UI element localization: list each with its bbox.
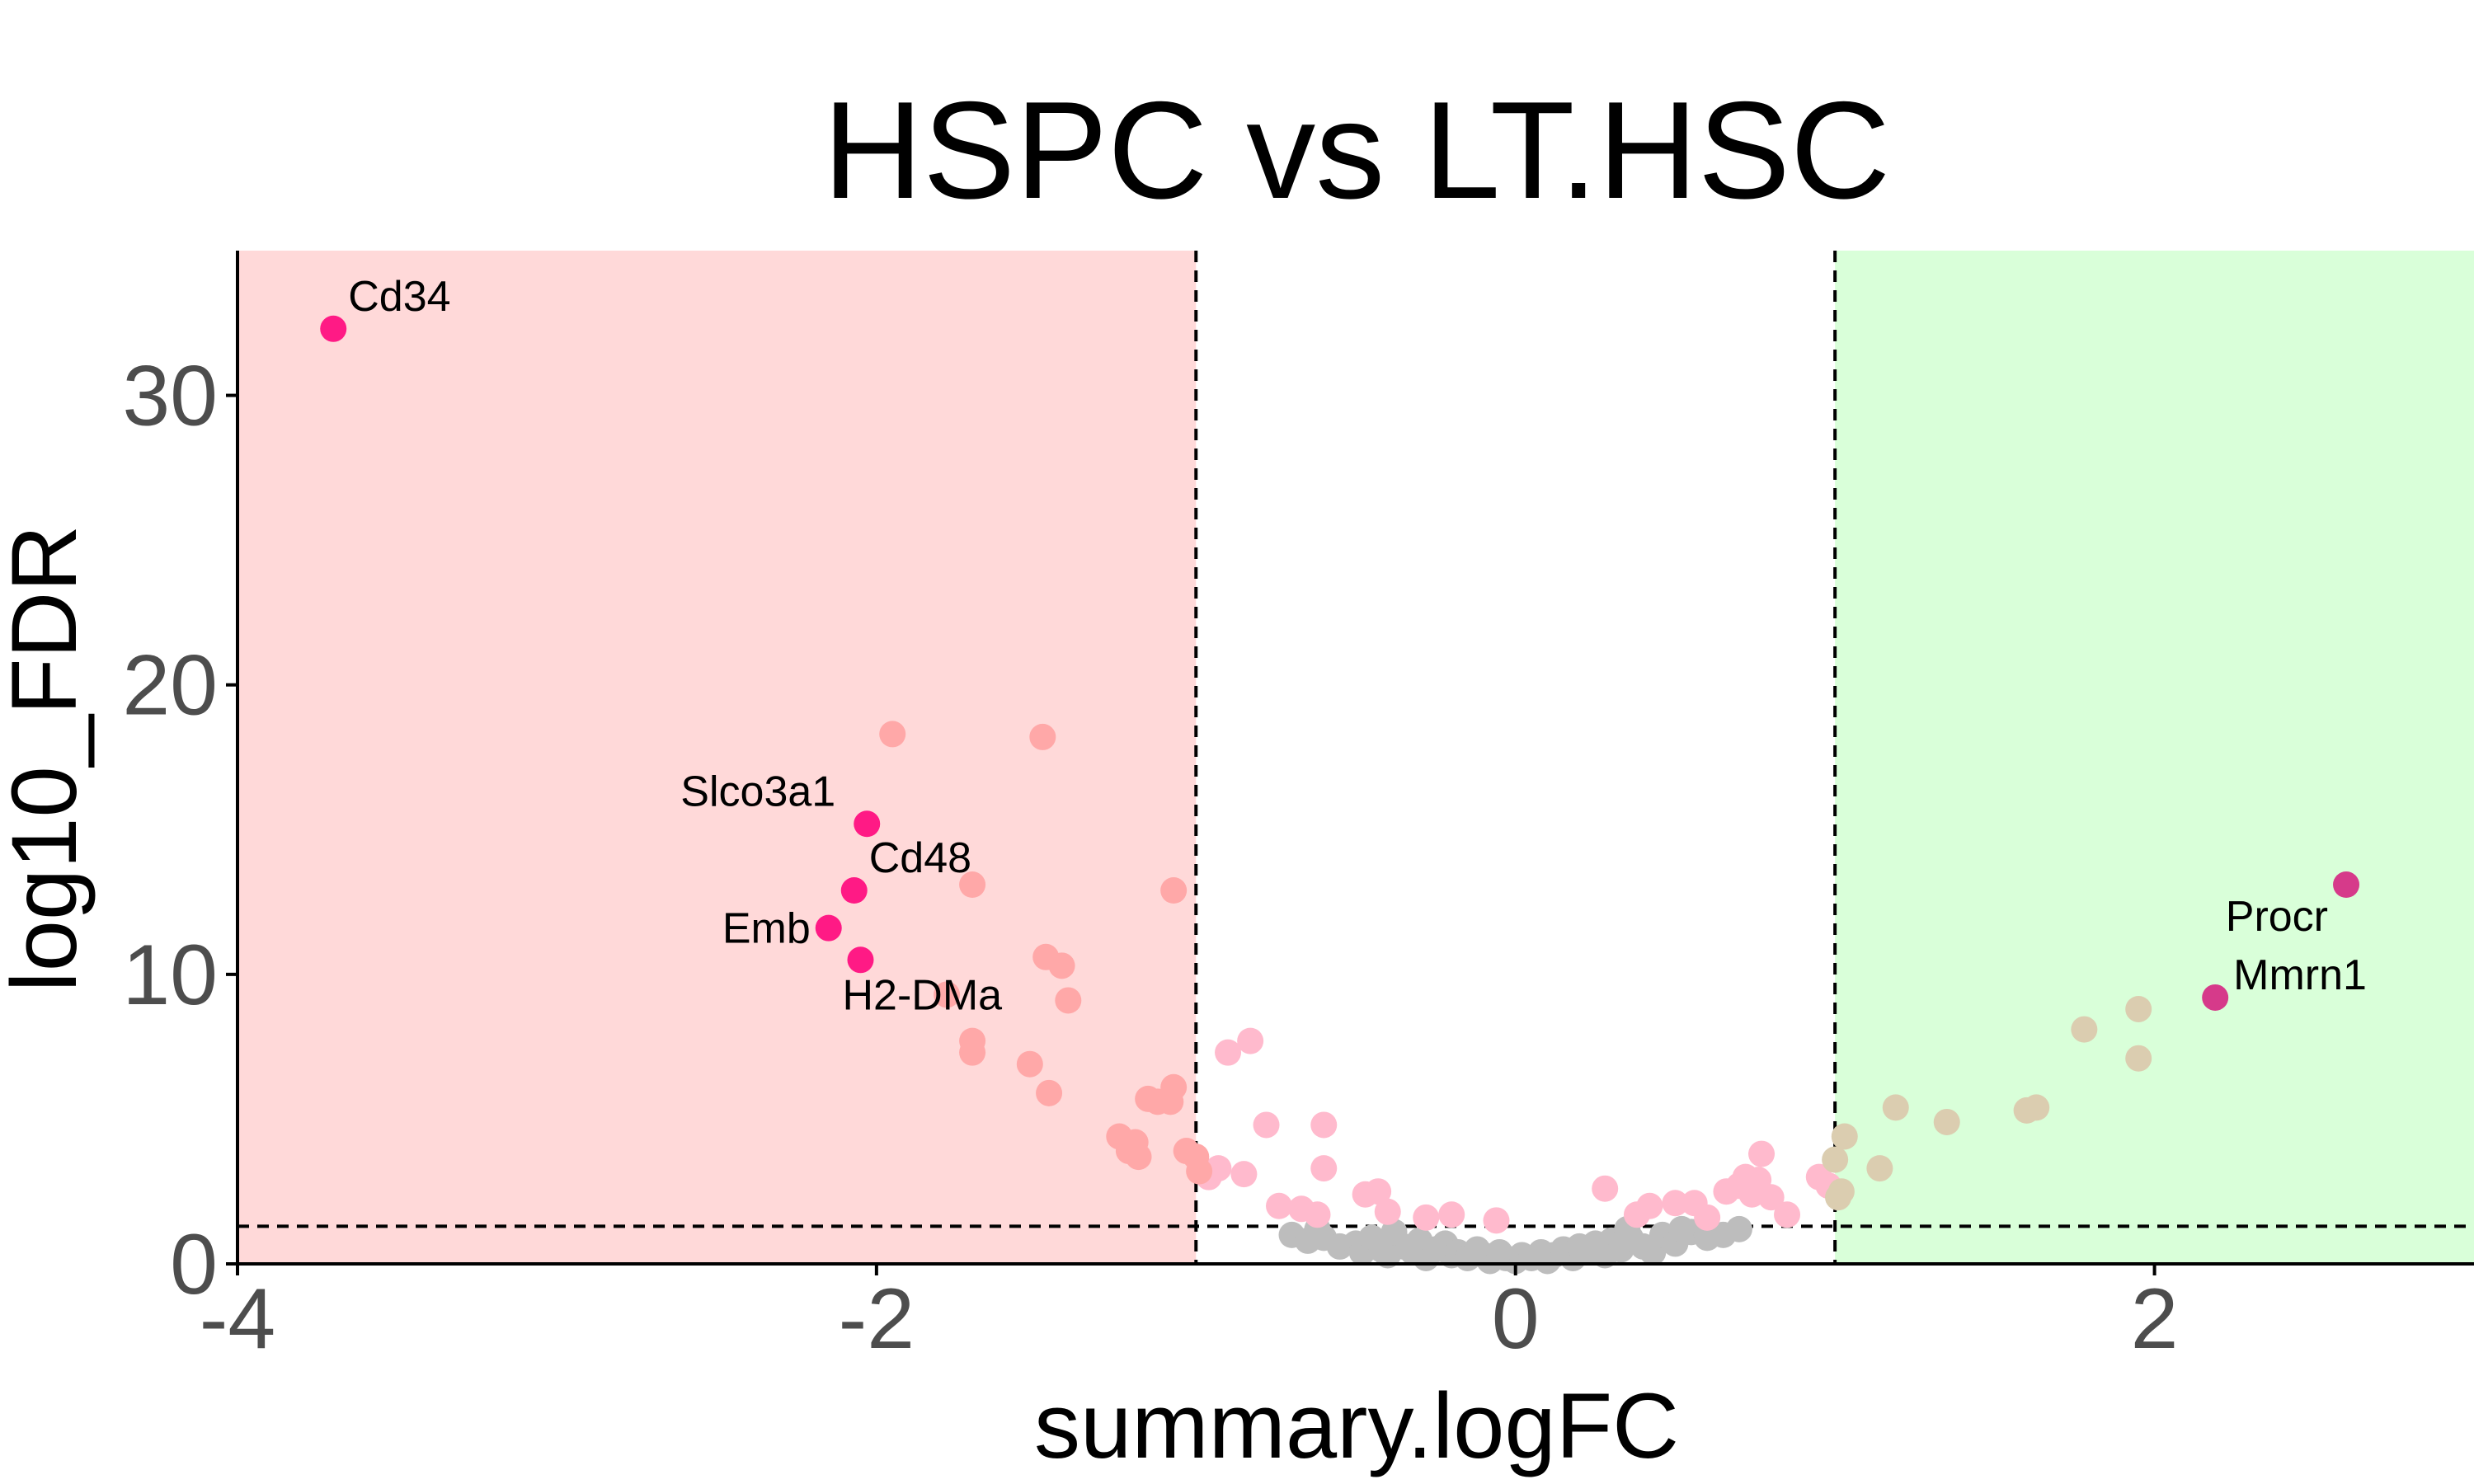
shaded-region-0 bbox=[238, 251, 1197, 1264]
data-point-sig_down-9 bbox=[959, 1039, 986, 1066]
data-point-sig_mid-6 bbox=[1310, 1111, 1338, 1139]
data-point-sig_mid-5 bbox=[1253, 1111, 1280, 1139]
gene-label-mmrn1: Mmrn1 bbox=[2233, 951, 2367, 999]
data-point-sig_down-3 bbox=[959, 871, 986, 899]
highlighted-point-emb bbox=[815, 914, 842, 942]
data-point-sig_mid-13 bbox=[1374, 1198, 1401, 1225]
data-point-sig_mid-2 bbox=[1215, 1039, 1242, 1066]
highlighted-point-cd34 bbox=[320, 315, 347, 342]
data-point-sig_mid-8 bbox=[1266, 1192, 1293, 1219]
y-axis-title: log10_FDR bbox=[0, 525, 96, 993]
data-point-sig_up-9 bbox=[2071, 1016, 2098, 1043]
highlighted-point-cd48 bbox=[840, 877, 868, 904]
highlighted-point-slco3a1 bbox=[854, 810, 881, 838]
shaded-region-1 bbox=[1835, 251, 2474, 1264]
x-tick-label: -4 bbox=[200, 1271, 275, 1367]
x-tick-label: -2 bbox=[839, 1271, 915, 1367]
y-tick-label: 30 bbox=[122, 349, 218, 444]
data-point-sig_down-10 bbox=[1016, 1050, 1043, 1078]
data-point-sig_up-8 bbox=[2023, 1094, 2050, 1121]
x-axis-title: summary.logFC bbox=[1034, 1374, 1679, 1477]
data-point-sig_up-1 bbox=[1822, 1146, 1849, 1173]
data-point-sig_down-19 bbox=[1125, 1144, 1152, 1171]
data-point-sig_down-11 bbox=[1036, 1079, 1063, 1106]
data-point-sig_up-6 bbox=[1933, 1108, 1960, 1135]
data-point-sig_down-22 bbox=[1186, 1158, 1213, 1185]
y-tick-label: 0 bbox=[170, 1217, 218, 1313]
highlighted-point-h2-dma bbox=[847, 946, 874, 974]
data-point-sig_mid-30 bbox=[1774, 1201, 1801, 1228]
data-point-sig_mid-20 bbox=[1662, 1190, 1689, 1217]
data-point-sig_down-15 bbox=[1144, 1088, 1171, 1115]
data-point-sig_up-5 bbox=[1882, 1094, 1909, 1121]
data-point-sig_down-6 bbox=[1055, 987, 1082, 1014]
data-point-sig_down-1 bbox=[1029, 723, 1056, 750]
data-point-sig_mid-17 bbox=[1592, 1175, 1619, 1202]
gene-label-procr: Procr bbox=[2226, 893, 2328, 941]
chart-title: HSPC vs LT.HSC bbox=[823, 73, 1890, 228]
highlighted-point-mmrn1 bbox=[2202, 984, 2229, 1011]
data-point-sig_up-0 bbox=[1831, 1123, 1858, 1150]
gene-label-cd48: Cd48 bbox=[869, 834, 971, 882]
data-point-sig_up-4 bbox=[1866, 1155, 1893, 1182]
data-point-sig_up-11 bbox=[2125, 1045, 2152, 1072]
data-point-sig_down-0 bbox=[879, 721, 906, 748]
label-layer: Cd34 Slco3a1 Cd48 Emb H2-DMa Procr Mmrn1 bbox=[348, 273, 2367, 1019]
data-point-nonsig-49 bbox=[1668, 1215, 1696, 1242]
highlighted-point-procr bbox=[2333, 871, 2360, 899]
gene-label-emb: Emb bbox=[722, 905, 811, 953]
data-point-sig_mid-3 bbox=[1237, 1027, 1264, 1054]
y-tick-label: 10 bbox=[122, 928, 218, 1023]
data-point-sig_mid-22 bbox=[1694, 1204, 1721, 1231]
region-layer bbox=[238, 251, 2474, 1264]
data-point-sig_mid-14 bbox=[1413, 1204, 1440, 1231]
x-tick-label: 0 bbox=[1492, 1271, 1540, 1367]
data-point-sig_up-3 bbox=[1825, 1184, 1852, 1211]
gene-label-cd34: Cd34 bbox=[348, 273, 450, 321]
data-point-nonsig-45 bbox=[1725, 1215, 1752, 1242]
data-point-sig_mid-29 bbox=[1757, 1184, 1785, 1211]
data-point-sig_down-5 bbox=[1048, 952, 1075, 979]
data-point-sig_mid-10 bbox=[1304, 1201, 1331, 1228]
data-point-sig_mid-19 bbox=[1636, 1192, 1663, 1219]
data-point-sig_mid-15 bbox=[1438, 1201, 1465, 1228]
threshold-layer bbox=[238, 251, 2474, 1264]
data-point-sig_mid-16 bbox=[1483, 1207, 1510, 1234]
data-point-sig_mid-7 bbox=[1310, 1155, 1338, 1182]
data-point-sig_down-2 bbox=[1160, 877, 1188, 904]
data-point-sig_mid-27 bbox=[1748, 1140, 1776, 1167]
y-tick-label: 20 bbox=[122, 638, 218, 734]
x-tick-label: 2 bbox=[2131, 1271, 2179, 1367]
data-point-sig_up-10 bbox=[2125, 995, 2152, 1022]
gene-label-slco3a1: Slco3a1 bbox=[680, 768, 835, 815]
data-point-sig_down-7 bbox=[934, 981, 961, 1008]
data-point-sig_mid-12 bbox=[1365, 1178, 1392, 1205]
gene-label-h2-dma: H2-DMa bbox=[842, 971, 1002, 1019]
data-point-nonsig-47 bbox=[1380, 1219, 1408, 1246]
data-point-sig_mid-4 bbox=[1230, 1161, 1258, 1188]
